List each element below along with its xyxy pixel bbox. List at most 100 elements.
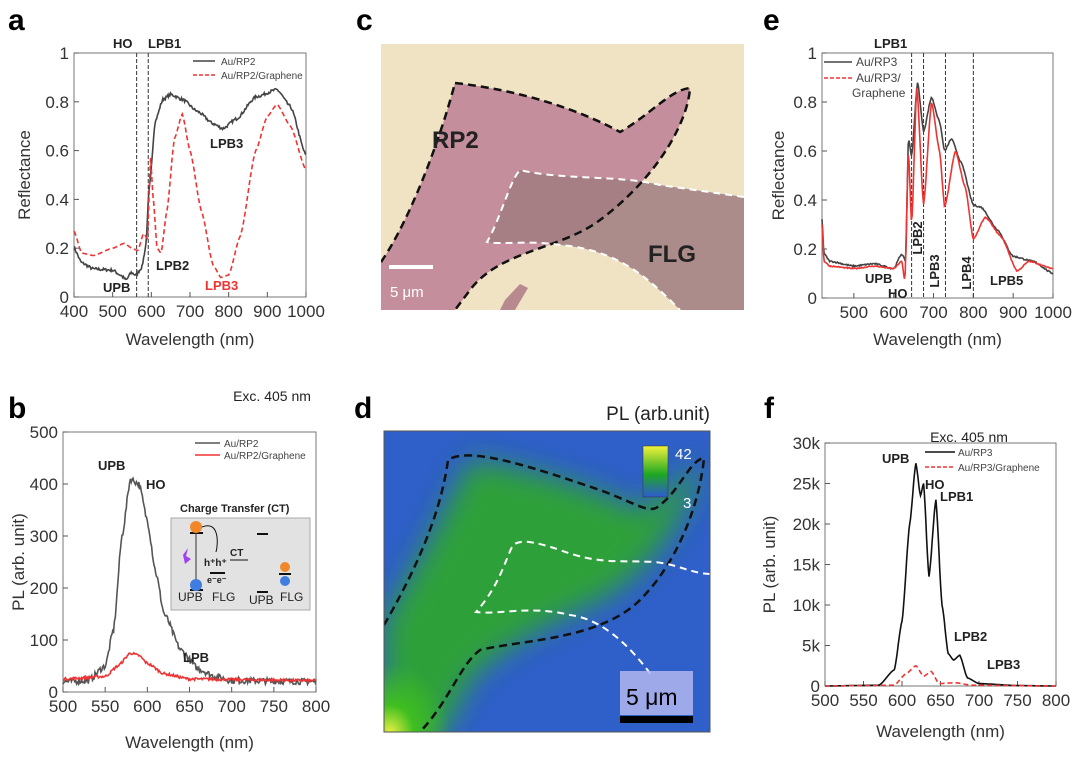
x-tick-label: 550	[91, 697, 119, 716]
chart-e: 500 600 700 800 900 1000 0 0.2 0.4 0.6 0.8 1 Wavelen…	[769, 36, 1072, 349]
scale-bar-background	[620, 671, 693, 715]
series-line-au-rp2-graphene	[73, 103, 307, 279]
flg-region	[487, 170, 744, 310]
y-tick-label: 0.2	[793, 240, 817, 259]
x-tick-label: 750	[260, 697, 288, 716]
x-axis-label: Wavelength (nm)	[873, 330, 1002, 349]
chart-f: 500 550 600 650 700 750 800 0 5k 10k 15k 20k 25k 30k W…	[760, 429, 1070, 741]
x-tick-label: 800	[214, 302, 242, 321]
y-tick-label: 5k	[802, 637, 820, 656]
panel-label-c: c	[356, 4, 373, 37]
y-tick-label: 0.6	[793, 142, 817, 161]
x-axis-label: Wavelength (nm)	[876, 722, 1005, 741]
annotation: LPB	[183, 650, 209, 665]
inset-label-upb: UPB	[178, 590, 203, 604]
x-tick-label: 600	[888, 691, 916, 710]
x-tick-label: 1000	[1034, 303, 1072, 322]
x-tick-label: 800	[1042, 691, 1070, 710]
x-tick-label: 700	[176, 302, 204, 321]
x-tick-label: 650	[926, 691, 954, 710]
x-axis-label: Wavelength (nm)	[125, 733, 254, 752]
annotation: UPB	[103, 280, 130, 295]
y-axis-label: PL (arb. unit)	[760, 516, 779, 614]
electron-icon	[190, 521, 202, 533]
ct-label: CT	[230, 548, 243, 559]
debris	[500, 284, 528, 310]
x-tick-label: 700	[217, 697, 245, 716]
series-line-au-rp3	[821, 82, 1054, 275]
series-line-au-rp2-graphene	[62, 651, 316, 684]
annotation: LPB1	[148, 36, 181, 51]
y-tick-label: 0.6	[45, 142, 69, 161]
annotation: LPB2	[156, 258, 189, 273]
annotation: LPB1	[874, 36, 907, 51]
y-tick-label: 100	[30, 631, 58, 650]
annotation: UPB	[882, 451, 909, 466]
series-line-au-rp2	[73, 87, 307, 281]
y-tick-label: 0.4	[793, 191, 817, 210]
y-tick-label: 30k	[793, 434, 821, 453]
x-tick-label: 500	[840, 303, 868, 322]
series-line-au-rp3-graphene	[825, 664, 1056, 687]
electrons-label: e⁻e⁻	[207, 575, 227, 585]
pl-map-title: PL (arb.unit)	[606, 404, 710, 425]
y-tick-label: 0.4	[45, 190, 69, 209]
x-tick-label: 500	[98, 302, 126, 321]
annotation: LPB3	[210, 136, 243, 151]
x-tick-label: 400	[60, 302, 88, 321]
y-tick-label: 400	[30, 475, 58, 494]
annotation: LPB3	[987, 657, 1020, 672]
y-axis-label: Reflectance	[15, 130, 34, 220]
series-line-au-rp3	[825, 463, 1056, 687]
x-tick-label: 800	[959, 303, 987, 322]
chart-title: Exc. 405 nm	[930, 429, 1008, 445]
chart-a: 400 500 600 700 800 900 1000 0 0.2 0.4 0.6 0.8 1 Wave…	[15, 36, 325, 349]
annotation: HO	[113, 36, 133, 51]
annotation: HO	[888, 286, 908, 301]
inset-label-upb-after: UPB	[249, 593, 274, 607]
legend-label: Au/RP3/Graphene	[958, 463, 1040, 474]
y-axis-label: Reflectance	[769, 131, 788, 221]
legend-label: Au/RP3/	[856, 71, 901, 85]
plot-frame	[821, 52, 1054, 299]
inset-title: Charge Transfer (CT)	[180, 503, 290, 515]
legend-label: Au/RP2/Graphene	[224, 451, 306, 462]
y-tick-label: 20k	[793, 515, 821, 534]
panel-label-e: e	[763, 4, 780, 37]
annotation: UPB	[865, 271, 892, 286]
legend-label: Au/RP3	[856, 55, 898, 69]
x-tick-label: 1000	[287, 302, 325, 321]
x-tick-label: 650	[175, 697, 203, 716]
inset-label-flg: FLG	[212, 590, 235, 604]
panel-label-a: a	[8, 4, 25, 37]
x-tick-label: 600	[133, 697, 161, 716]
lightning-icon	[183, 548, 191, 564]
pl-map-hotspot	[384, 600, 504, 732]
chart-title: Exc. 405 nm	[233, 388, 311, 404]
legend-label: Au/RP2	[224, 439, 259, 450]
x-tick-label: 600	[137, 302, 165, 321]
flg-outline-map	[473, 540, 710, 677]
micrograph: RP2 FLG 5 μm	[381, 44, 744, 310]
legend-label: Au/RP2/Graphene	[221, 71, 303, 82]
y-tick-label: 15k	[793, 556, 821, 575]
holes-label: h⁺h⁺	[204, 558, 227, 569]
annotation: LPB3	[205, 278, 238, 293]
y-tick-label: 25k	[793, 475, 821, 494]
pl-map-scale-label: 5 μm	[626, 684, 678, 710]
scale-bar	[389, 265, 433, 269]
y-axis-label: PL (arb. unit)	[9, 513, 28, 611]
scale-label: 5 μm	[390, 284, 424, 301]
panel-label-b: b	[8, 392, 26, 425]
colorbar-min: 3	[683, 495, 691, 512]
x-tick-label: 500	[811, 691, 839, 710]
electron-icon-flg	[280, 562, 290, 572]
annotation: LPB2	[954, 629, 987, 644]
x-tick-label: 800	[302, 697, 330, 716]
flg-outline	[485, 168, 744, 310]
x-tick-label: 550	[849, 691, 877, 710]
hole-icon-flg	[280, 576, 290, 586]
y-tick-label: 500	[30, 423, 58, 442]
y-tick-label: 0.8	[45, 93, 69, 112]
